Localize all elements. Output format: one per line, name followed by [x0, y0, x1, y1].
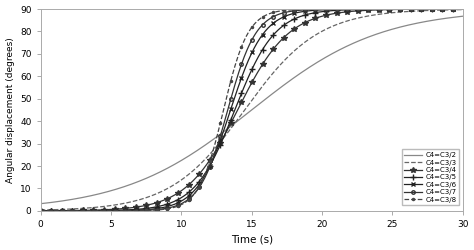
C4=C3/8 — [356, 8, 361, 10]
C4=C3/7 — [112, 209, 118, 212]
C4=C3/5 — [38, 209, 44, 212]
C4=C3/4 — [146, 203, 152, 206]
C4=C3/4 — [38, 209, 44, 212]
C4=C3/2 — [112, 188, 118, 191]
C4=C3/2 — [286, 80, 292, 82]
C4=C3/4 — [112, 208, 118, 211]
C4=C3/7 — [229, 95, 235, 98]
C4=C3/4 — [460, 8, 465, 10]
C4=C3/7 — [286, 10, 292, 13]
C4=C3/3 — [38, 208, 44, 212]
C4=C3/3 — [319, 30, 325, 32]
C4=C3/8 — [146, 209, 152, 212]
Line: C4=C3/5: C4=C3/5 — [38, 6, 465, 214]
C4=C3/2 — [38, 202, 44, 205]
C4=C3/2 — [356, 40, 361, 42]
C4=C3/2 — [319, 58, 325, 61]
Line: C4=C3/8: C4=C3/8 — [38, 7, 465, 213]
C4=C3/5 — [112, 209, 118, 212]
C4=C3/4 — [319, 14, 325, 18]
C4=C3/7 — [146, 208, 152, 212]
C4=C3/8 — [286, 8, 292, 12]
C4=C3/5 — [319, 10, 325, 13]
C4=C3/8 — [112, 209, 118, 212]
C4=C3/6 — [460, 8, 465, 10]
C4=C3/7 — [460, 8, 465, 10]
C4=C3/4 — [229, 120, 235, 123]
C4=C3/3 — [460, 8, 465, 11]
C4=C3/5 — [460, 8, 465, 10]
Line: C4=C3/6: C4=C3/6 — [38, 7, 465, 213]
C4=C3/6 — [112, 209, 118, 212]
Line: C4=C3/7: C4=C3/7 — [39, 7, 465, 212]
Line: C4=C3/3: C4=C3/3 — [41, 10, 463, 210]
C4=C3/5 — [286, 20, 292, 23]
Line: C4=C3/2: C4=C3/2 — [41, 16, 463, 204]
C4=C3/5 — [229, 116, 235, 119]
C4=C3/8 — [229, 76, 235, 80]
C4=C3/7 — [38, 209, 44, 212]
C4=C3/7 — [356, 8, 361, 10]
C4=C3/6 — [286, 13, 292, 16]
C4=C3/4 — [286, 31, 292, 34]
C4=C3/2 — [146, 176, 152, 178]
Line: C4=C3/4: C4=C3/4 — [38, 6, 465, 214]
C4=C3/6 — [146, 208, 152, 211]
C4=C3/3 — [229, 126, 235, 129]
X-axis label: Time (s): Time (s) — [231, 234, 273, 244]
C4=C3/4 — [356, 9, 361, 12]
C4=C3/3 — [146, 195, 152, 198]
C4=C3/6 — [38, 209, 44, 212]
C4=C3/6 — [319, 8, 325, 11]
C4=C3/2 — [460, 15, 465, 18]
C4=C3/5 — [356, 8, 361, 11]
C4=C3/8 — [460, 8, 465, 10]
C4=C3/3 — [112, 204, 118, 206]
C4=C3/3 — [356, 16, 361, 20]
C4=C3/6 — [356, 8, 361, 11]
C4=C3/5 — [146, 206, 152, 210]
C4=C3/2 — [229, 124, 235, 127]
C4=C3/6 — [229, 105, 235, 108]
C4=C3/8 — [319, 8, 325, 10]
C4=C3/8 — [38, 209, 44, 212]
Legend: C4=C3/2, C4=C3/3, C4=C3/4, C4=C3/5, C4=C3/6, C4=C3/7, C4=C3/8: C4=C3/2, C4=C3/3, C4=C3/4, C4=C3/5, C4=C… — [401, 150, 459, 205]
C4=C3/7 — [319, 8, 325, 11]
C4=C3/3 — [286, 54, 292, 57]
Y-axis label: Angular displacement (degrees): Angular displacement (degrees) — [6, 37, 15, 183]
